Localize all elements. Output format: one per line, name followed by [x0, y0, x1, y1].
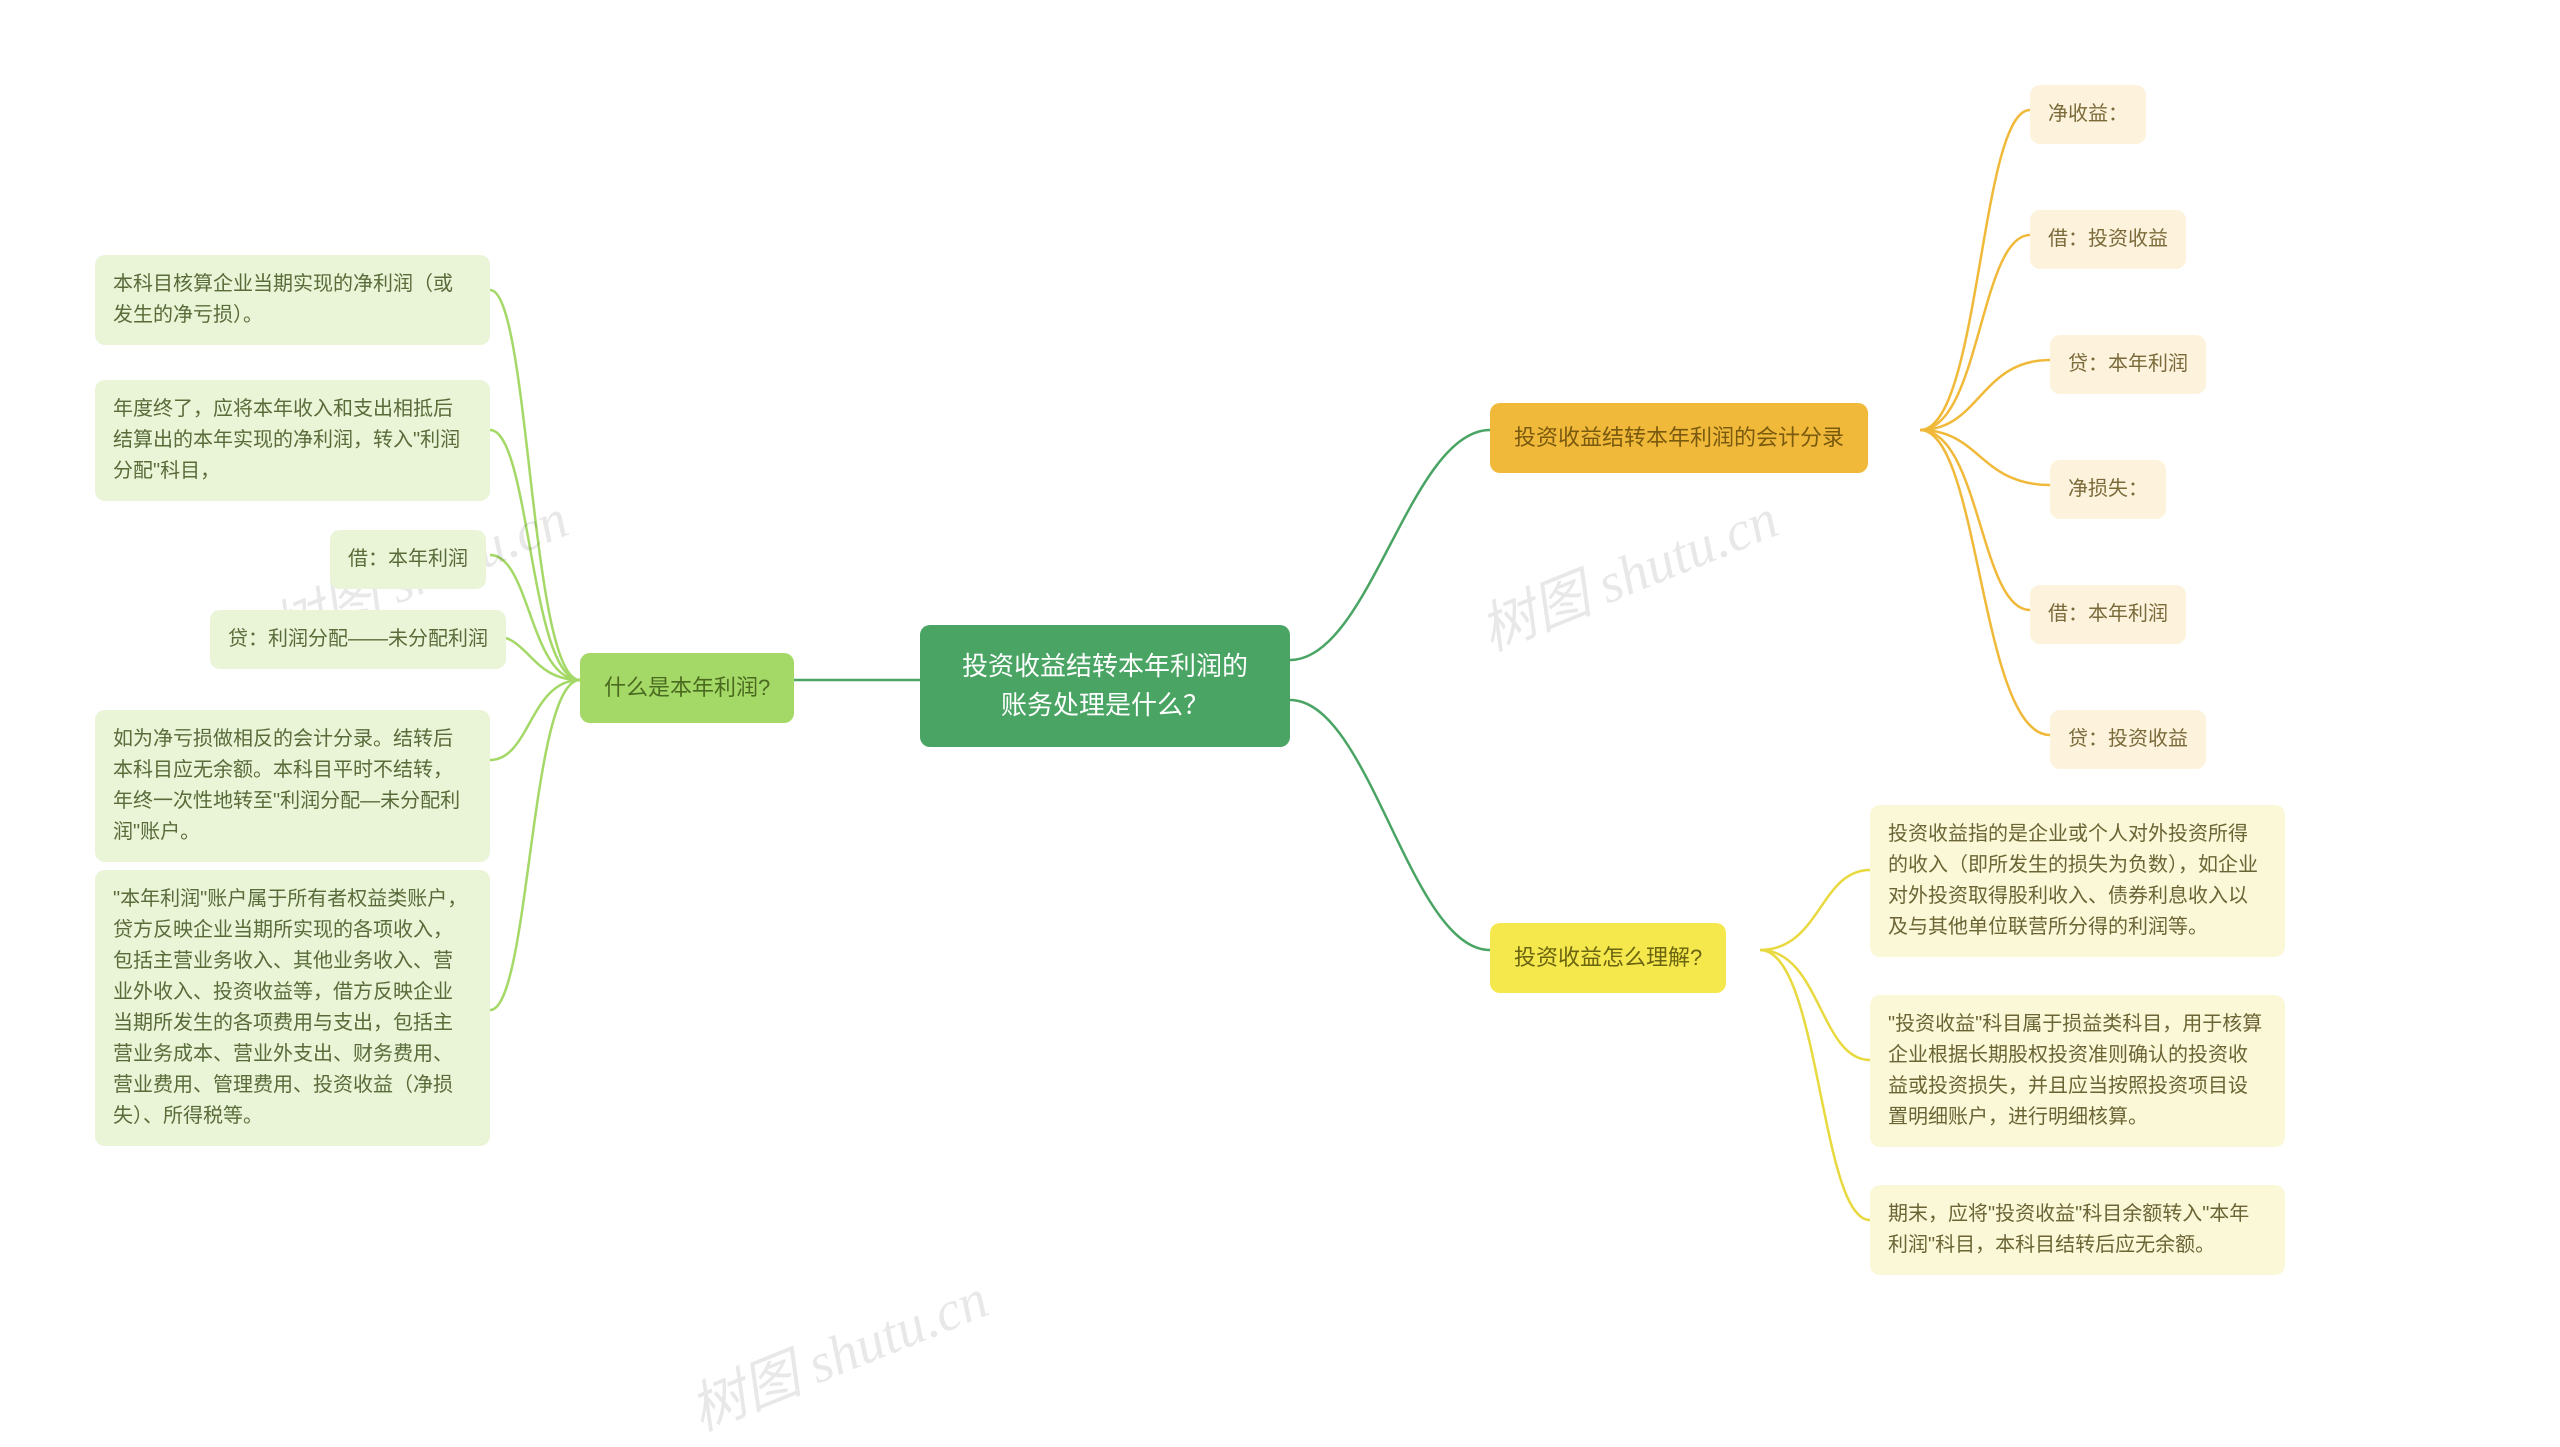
watermark: 树图 shutu.cn	[676, 1254, 998, 1447]
leaf-rbot-1-text: "投资收益"科目属于损益类科目，用于核算企业根据长期股权投资准则确认的投资收益或…	[1888, 1013, 2262, 1128]
leaf-rtop-3-text: 净损失：	[2068, 478, 2148, 500]
leaf-left-2-text: 借：本年利润	[348, 548, 468, 570]
leaf-rbot-2-text: 期末，应将"投资收益"科目余额转入"本年利润"科目，本科目结转后应无余额。	[1888, 1203, 2249, 1256]
leaf-rtop-5-text: 贷：投资收益	[2068, 728, 2188, 750]
branch-right-bottom-label: 投资收益怎么理解?	[1514, 945, 1702, 970]
leaf-left-4-text: 如为净亏损做相反的会计分录。结转后本科目应无余额。本科目平时不结转，年终一次性地…	[113, 728, 460, 843]
branch-right-top-label: 投资收益结转本年利润的会计分录	[1514, 425, 1844, 450]
root-text: 投资收益结转本年利润的账务处理是什么？	[962, 651, 1248, 720]
leaf-left-2[interactable]: 借：本年利润	[330, 530, 486, 589]
leaf-left-5[interactable]: "本年利润"账户属于所有者权益类账户，贷方反映企业当期所实现的各项收入，包括主营…	[95, 870, 490, 1146]
leaf-left-1-text: 年度终了，应将本年收入和支出相抵后结算出的本年实现的净利润，转入"利润分配"科目…	[113, 398, 460, 482]
leaf-left-3-text: 贷：利润分配——未分配利润	[228, 628, 488, 650]
leaf-rtop-2-text: 贷：本年利润	[2068, 353, 2188, 375]
leaf-rbot-0-text: 投资收益指的是企业或个人对外投资所得的收入（即所发生的损失为负数），如企业对外投…	[1888, 823, 2258, 938]
leaf-rtop-4-text: 借：本年利润	[2048, 603, 2168, 625]
leaf-rbot-1[interactable]: "投资收益"科目属于损益类科目，用于核算企业根据长期股权投资准则确认的投资收益或…	[1870, 995, 2285, 1147]
leaf-left-5-text: "本年利润"账户属于所有者权益类账户，贷方反映企业当期所实现的各项收入，包括主营…	[113, 888, 467, 1127]
leaf-rbot-0[interactable]: 投资收益指的是企业或个人对外投资所得的收入（即所发生的损失为负数），如企业对外投…	[1870, 805, 2285, 957]
leaf-rtop-2[interactable]: 贷：本年利润	[2050, 335, 2206, 394]
leaf-rtop-0[interactable]: 净收益：	[2030, 85, 2146, 144]
leaf-rbot-2[interactable]: 期末，应将"投资收益"科目余额转入"本年利润"科目，本科目结转后应无余额。	[1870, 1185, 2285, 1275]
leaf-left-3[interactable]: 贷：利润分配——未分配利润	[210, 610, 506, 669]
leaf-rtop-3[interactable]: 净损失：	[2050, 460, 2166, 519]
leaf-rtop-0-text: 净收益：	[2048, 103, 2128, 125]
leaf-rtop-5[interactable]: 贷：投资收益	[2050, 710, 2206, 769]
leaf-rtop-4[interactable]: 借：本年利润	[2030, 585, 2186, 644]
branch-left[interactable]: 什么是本年利润?	[580, 653, 794, 723]
watermark: 树图 shutu.cn	[1466, 474, 1788, 667]
leaf-left-0-text: 本科目核算企业当期实现的净利润（或发生的净亏损）。	[113, 273, 453, 326]
leaf-left-1[interactable]: 年度终了，应将本年收入和支出相抵后结算出的本年实现的净利润，转入"利润分配"科目…	[95, 380, 490, 501]
leaf-rtop-1-text: 借：投资收益	[2048, 228, 2168, 250]
branch-left-label: 什么是本年利润?	[604, 675, 770, 700]
leaf-left-0[interactable]: 本科目核算企业当期实现的净利润（或发生的净亏损）。	[95, 255, 490, 345]
leaf-rtop-1[interactable]: 借：投资收益	[2030, 210, 2186, 269]
branch-right-top[interactable]: 投资收益结转本年利润的会计分录	[1490, 403, 1868, 473]
leaf-left-4[interactable]: 如为净亏损做相反的会计分录。结转后本科目应无余额。本科目平时不结转，年终一次性地…	[95, 710, 490, 862]
root-node[interactable]: 投资收益结转本年利润的账务处理是什么？	[920, 625, 1290, 747]
branch-right-bottom[interactable]: 投资收益怎么理解?	[1490, 923, 1726, 993]
